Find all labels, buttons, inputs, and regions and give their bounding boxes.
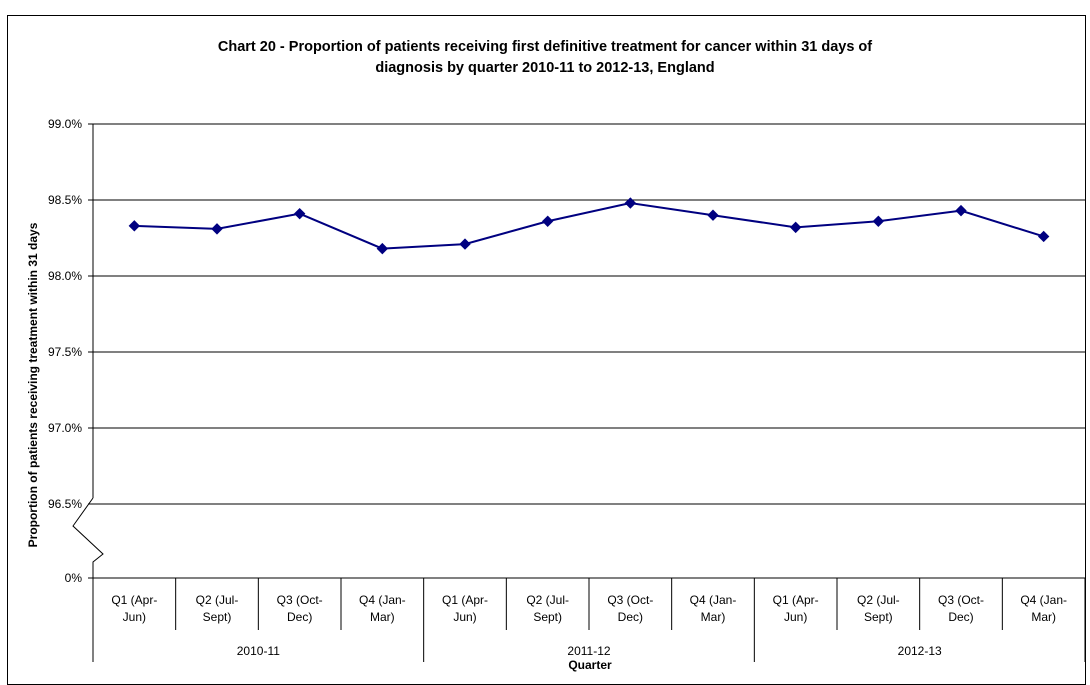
y-axis-label: Proportion of patients receiving treatme… bbox=[26, 222, 40, 547]
x-axis-label: Quarter bbox=[568, 658, 612, 672]
x-group-label: 2012-13 bbox=[898, 644, 942, 658]
x-category-label: Q4 (Jan-Mar) bbox=[359, 593, 406, 624]
chart-title-line-1: Chart 20 - Proportion of patients receiv… bbox=[217, 39, 873, 55]
data-point bbox=[211, 223, 223, 235]
data-point bbox=[1037, 230, 1050, 243]
data-point bbox=[128, 220, 141, 232]
y-tick-labels: 99.0% 98.5% 98.0% 97.5% 97.0% 96.5% 0% bbox=[48, 117, 82, 585]
x-category-label: Q2 (Jul-Sept) bbox=[857, 593, 900, 624]
x-category-label: Q3 (Oct-Dec) bbox=[938, 593, 984, 624]
y-tick-label: 96.5% bbox=[48, 497, 82, 511]
x-category-label: Q1 (Apr-Jun) bbox=[111, 593, 157, 624]
x-category-label: Q1 (Apr-Jun) bbox=[773, 593, 819, 624]
x-category-label: Q2 (Jul-Sept) bbox=[526, 593, 569, 624]
data-point bbox=[541, 215, 554, 227]
y-tick-label: 98.5% bbox=[48, 193, 82, 207]
x-group-label: 2010-11 bbox=[237, 644, 280, 658]
x-category-label: Q2 (Jul-Sept) bbox=[196, 593, 239, 624]
data-point bbox=[955, 204, 967, 217]
x-category-labels: Q1 (Apr-Jun) Q2 (Jul-Sept) Q3 (Oct-Dec) Q4 … bbox=[111, 593, 1067, 624]
x-group-labels: 2010-11 2011-12 2012-13 bbox=[237, 644, 942, 658]
y-axis-break bbox=[72, 497, 104, 578]
x-category-label: Q1 (Apr-Jun) bbox=[442, 593, 488, 624]
gridlines bbox=[93, 123, 1085, 505]
x-group-label: 2011-12 bbox=[567, 644, 610, 658]
series bbox=[128, 197, 1050, 255]
x-category-label: Q3 (Oct-Dec) bbox=[607, 593, 653, 624]
y-tick-label: 98.0% bbox=[48, 269, 82, 283]
data-point bbox=[872, 215, 885, 227]
chart-frame bbox=[7, 15, 1086, 685]
y-tick-label: 97.0% bbox=[48, 421, 82, 435]
y-tick-label: 97.5% bbox=[48, 345, 82, 359]
data-point bbox=[624, 197, 637, 209]
x-category-label: Q4 (Jan-Mar) bbox=[690, 593, 737, 624]
y-tick-label: 0% bbox=[65, 571, 83, 585]
x-category-label: Q4 (Jan-Mar) bbox=[1020, 593, 1067, 624]
axes bbox=[72, 123, 1086, 662]
data-point bbox=[293, 207, 306, 220]
chart-title-line-2: diagnosis by quarter 2010-11 to 2012-13,… bbox=[375, 60, 715, 76]
y-tick-label: 99.0% bbox=[48, 117, 82, 131]
data-point bbox=[707, 209, 719, 221]
data-point bbox=[789, 221, 802, 234]
data-point bbox=[459, 238, 471, 250]
data-point bbox=[376, 242, 389, 255]
x-category-label: Q3 (Oct-Dec) bbox=[277, 593, 323, 624]
chart-title: Chart 20 - Proportion of patients receiv… bbox=[0, 37, 1090, 79]
series-line bbox=[134, 202, 1044, 250]
